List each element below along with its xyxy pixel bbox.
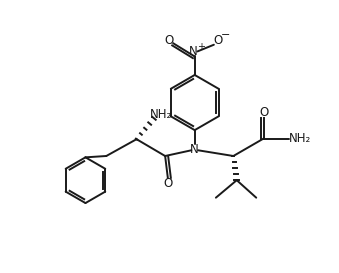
Text: N: N	[190, 143, 199, 156]
Text: NH₂: NH₂	[150, 108, 173, 121]
Text: −: −	[221, 30, 231, 40]
Text: O: O	[163, 177, 173, 190]
Text: NH₂: NH₂	[289, 132, 311, 145]
Text: N: N	[189, 45, 197, 58]
Text: O: O	[259, 106, 268, 119]
Text: +: +	[197, 42, 205, 52]
Text: O: O	[164, 34, 174, 47]
Text: O: O	[214, 34, 223, 47]
